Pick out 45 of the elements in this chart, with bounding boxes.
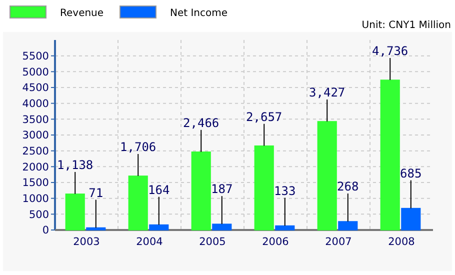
data-label: 268 [337, 180, 359, 194]
data-label: 2,466 [183, 116, 220, 130]
legend-label: Revenue [60, 8, 104, 19]
data-label: 3,427 [309, 85, 346, 100]
x-tick-label: 2003 [73, 236, 100, 248]
y-tick-label: 5500 [22, 50, 49, 63]
x-tick-label: 2005 [199, 236, 226, 248]
data-label: 164 [148, 182, 170, 197]
y-tick-label: 2000 [22, 161, 49, 174]
bar [149, 224, 169, 230]
data-label: 685 [400, 166, 422, 180]
y-tick-label: 4000 [22, 98, 49, 110]
y-tick-label: 1000 [22, 193, 49, 206]
bar [275, 225, 295, 230]
y-tick-label: 3500 [22, 114, 49, 126]
data-label: 1,706 [120, 140, 156, 154]
y-tick-label: 4500 [22, 82, 49, 94]
bar [317, 121, 337, 230]
data-label: 4,736 [372, 44, 408, 58]
legend-label: Net Income [170, 8, 228, 19]
data-label: 1,138 [57, 158, 94, 172]
x-tick-label: 2004 [136, 236, 164, 248]
x-tick-label: 2007 [325, 236, 352, 248]
y-tick-label: 500 [28, 208, 49, 221]
y-tick-label: 1500 [22, 177, 49, 190]
text: Unit: CNY1 Million [362, 20, 451, 31]
data-label: 133 [274, 184, 296, 198]
bar [86, 227, 106, 230]
y-tick-label: 2500 [22, 146, 49, 158]
data-label: 2,657 [246, 110, 282, 124]
y-tick-label: 3000 [22, 130, 49, 142]
bar [380, 80, 400, 230]
bar [128, 176, 148, 230]
y-tick-label: 5000 [22, 66, 49, 78]
x-tick-label: 2006 [262, 236, 290, 248]
y-tick-label: 0 [42, 224, 49, 237]
data-label: 187 [211, 182, 233, 196]
x-tick-label: 2008 [388, 236, 415, 248]
bar [212, 224, 232, 230]
bar [338, 221, 358, 230]
bar [65, 194, 85, 230]
data-label: 71 [88, 186, 104, 200]
bar [191, 152, 211, 230]
bar [254, 145, 274, 230]
bar [401, 208, 421, 230]
